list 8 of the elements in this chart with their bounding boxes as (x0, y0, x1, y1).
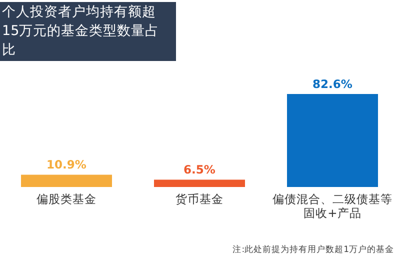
x-tick-label: 偏股类基金 (36, 192, 98, 206)
data-label: 10.9% (46, 158, 87, 172)
text: 注:此处前提为持有用户数超1万户的基金 (232, 244, 394, 256)
x-tick-label: 偏债混合、二级债基等固收+产品 (272, 192, 392, 220)
chart-title: 个人投资者户均持有额超15万元的基金类型数量占比 (0, 2, 176, 61)
data-label: 82.6% (312, 77, 353, 91)
data-label: 6.5% (184, 162, 216, 177)
x-tick-label: 货币基金 (174, 192, 224, 206)
